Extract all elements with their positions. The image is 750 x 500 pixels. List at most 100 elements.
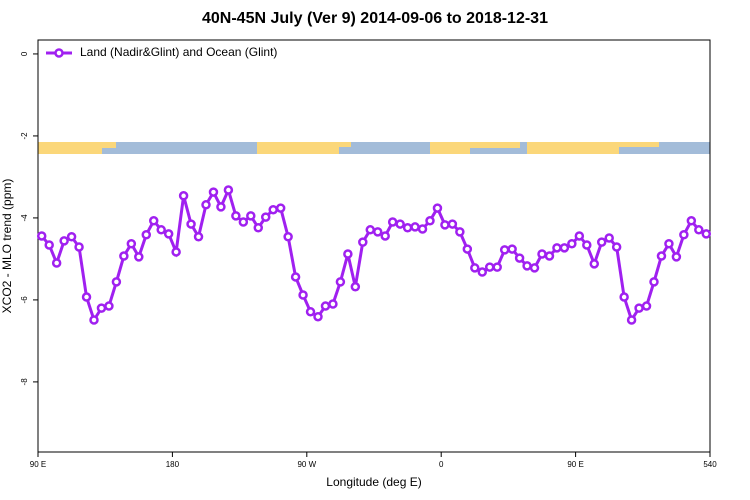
- data-point: [81, 292, 92, 302]
- data-point: [455, 227, 465, 237]
- data-point: [559, 243, 570, 253]
- data-point: [402, 223, 413, 233]
- data-point: [290, 272, 301, 282]
- x-tick-label: 90 W: [297, 460, 316, 469]
- y-tick-label: -8: [20, 378, 29, 386]
- data-point: [462, 244, 473, 254]
- data-point: [410, 222, 420, 232]
- data-point: [552, 243, 562, 253]
- data-point: [611, 242, 622, 252]
- data-point: [208, 187, 219, 197]
- data-point: [231, 211, 241, 221]
- data-point: [589, 259, 600, 269]
- data-point: [499, 245, 510, 255]
- data-point: [477, 267, 488, 277]
- data-point: [111, 277, 122, 287]
- data-point: [313, 311, 323, 322]
- data-point: [701, 229, 712, 239]
- y-tick-label: -4: [20, 214, 29, 222]
- y-tick-label: 0: [20, 51, 29, 56]
- land-band: [470, 142, 520, 148]
- data-point: [104, 301, 114, 311]
- data-point: [507, 244, 517, 254]
- data-point: [320, 301, 331, 311]
- land-band: [257, 142, 339, 154]
- land-band: [38, 142, 102, 154]
- data-point: [492, 262, 502, 272]
- land-band: [619, 142, 659, 147]
- land-band: [430, 142, 470, 154]
- data-point: [148, 216, 159, 226]
- data-point: [447, 219, 458, 229]
- data-point: [141, 229, 152, 240]
- data-point: [582, 240, 592, 250]
- data-point: [89, 315, 99, 325]
- data-point: [679, 229, 689, 240]
- data-point: [126, 238, 137, 249]
- data-point: [694, 225, 704, 235]
- data-point: [186, 219, 196, 229]
- data-point: [253, 223, 264, 233]
- data-point: [275, 203, 286, 213]
- data-point: [604, 233, 614, 243]
- data-point: [544, 251, 555, 261]
- data-point: [343, 249, 353, 259]
- data-point: [171, 247, 181, 257]
- x-axis-label: Longitude (deg E): [326, 475, 421, 489]
- data-point: [514, 253, 525, 263]
- data-point: [119, 251, 129, 261]
- data-point: [51, 258, 62, 268]
- data-point: [365, 225, 376, 235]
- data-point: [395, 219, 405, 229]
- x-tick-label: 90 E: [30, 460, 46, 469]
- data-point: [36, 231, 47, 241]
- data-point: [298, 290, 308, 300]
- data-point: [387, 217, 398, 227]
- legend-marker: [54, 48, 64, 58]
- data-point: [664, 238, 674, 249]
- data-point: [686, 216, 697, 226]
- data-point: [432, 203, 443, 213]
- data-point: [596, 237, 607, 247]
- data-point: [649, 277, 659, 287]
- data-point: [470, 263, 480, 273]
- data-point: [305, 307, 316, 317]
- land-band: [339, 142, 351, 147]
- data-point: [440, 220, 450, 230]
- data-point: [216, 202, 226, 212]
- x-tick-label: 0: [439, 460, 444, 469]
- land-band: [102, 142, 116, 148]
- data-point: [156, 225, 166, 235]
- data-point: [66, 232, 77, 242]
- data-point: [163, 229, 174, 239]
- data-point: [283, 232, 293, 242]
- y-axis-label: XCO2 - MLO trend (ppm): [0, 179, 14, 314]
- data-point: [246, 211, 256, 221]
- data-point: [59, 236, 69, 246]
- chart-title: 40N-45N July (Ver 9) 2014-09-06 to 2018-…: [202, 10, 548, 27]
- data-point: [193, 232, 204, 242]
- data-point: [260, 212, 271, 222]
- data-point: [567, 238, 577, 249]
- data-point: [223, 185, 234, 195]
- data-point: [671, 252, 682, 262]
- x-tick-label: 90 E: [567, 460, 583, 469]
- data-point: [358, 237, 368, 247]
- data-point: [537, 249, 547, 259]
- x-tick-label: 540: [703, 460, 717, 469]
- data-point: [529, 263, 540, 273]
- data-point: [574, 231, 585, 241]
- data-point: [44, 240, 54, 250]
- data-point: [238, 217, 249, 227]
- data-point: [201, 200, 211, 210]
- data-point: [417, 224, 428, 234]
- data-point: [335, 277, 346, 287]
- y-tick-label: -6: [20, 296, 29, 304]
- data-point: [178, 191, 189, 201]
- data-point: [380, 231, 390, 241]
- data-point: [328, 299, 338, 309]
- data-point: [656, 251, 667, 261]
- data-point: [96, 303, 107, 313]
- data-point: [626, 315, 637, 325]
